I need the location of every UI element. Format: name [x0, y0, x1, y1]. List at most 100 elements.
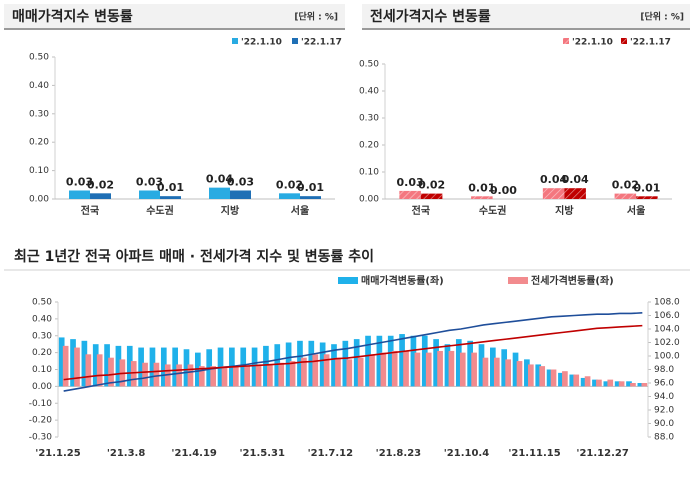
panel-header — [362, 4, 690, 28]
bar — [274, 344, 281, 387]
legend-label: '22.1.17 — [630, 38, 671, 48]
legend-label: '22.1.10 — [572, 38, 613, 48]
y-tick-label: 0.20 — [359, 141, 379, 151]
bar — [210, 366, 216, 387]
bar — [626, 381, 632, 387]
x-tick-label: '21.7.12 — [308, 448, 353, 459]
bar — [308, 340, 315, 387]
x-tick-label: '21.10.4 — [444, 448, 489, 459]
bar — [380, 352, 387, 387]
bar — [104, 344, 110, 387]
x-tick-label: 전국 — [81, 204, 99, 217]
bar — [138, 347, 144, 387]
y-tick-label: 0.30 — [32, 331, 52, 341]
bar — [126, 345, 133, 387]
bar — [153, 362, 160, 387]
value-label: 0.04 — [562, 173, 589, 186]
bar — [85, 354, 92, 387]
bar-hatch — [564, 188, 586, 199]
y2-tick-label: 106.0 — [654, 311, 680, 321]
legend-label: '22.1.10 — [241, 38, 282, 48]
bar — [62, 345, 69, 387]
x-tick-label: '21.12.27 — [576, 448, 628, 459]
value-label: 0.03 — [136, 175, 163, 188]
bar — [139, 190, 160, 199]
bar — [323, 354, 330, 387]
bar — [546, 369, 553, 387]
value-label: 0.01 — [157, 181, 184, 194]
bar-hatch — [420, 193, 443, 199]
bar — [74, 347, 80, 387]
bar — [539, 366, 546, 387]
y-tick-label: -0.20 — [29, 416, 53, 426]
y-tick-label: 0.00 — [359, 195, 379, 205]
legend-hatch — [563, 38, 569, 44]
bar — [535, 364, 542, 387]
bar — [493, 357, 500, 387]
bar — [618, 381, 625, 387]
bar — [467, 340, 473, 387]
y-tick-label: 0.10 — [32, 365, 52, 375]
legend-label: '22.1.17 — [301, 38, 342, 48]
y2-tick-label: 92.0 — [654, 406, 674, 416]
x-tick-label: 전국 — [412, 204, 430, 217]
unit-label: [단위 : %] — [294, 11, 338, 23]
bar — [300, 196, 321, 199]
bar — [455, 339, 462, 387]
bar — [584, 376, 591, 387]
bar — [149, 347, 156, 387]
x-tick-label: 수도권 — [479, 205, 507, 217]
x-tick-label: '21.11.15 — [508, 448, 560, 459]
bar — [251, 347, 258, 387]
bar — [244, 366, 251, 387]
bar — [176, 364, 182, 387]
bar — [285, 342, 292, 387]
bar — [357, 357, 364, 387]
bar — [421, 335, 428, 387]
legend-swatch — [338, 277, 358, 284]
bar — [81, 340, 88, 387]
y-tick-label: 0.40 — [29, 81, 49, 91]
bar — [387, 335, 394, 387]
bar — [92, 344, 99, 387]
value-label: 0.01 — [633, 181, 660, 194]
bar — [505, 359, 511, 387]
bar — [297, 340, 303, 387]
x-tick-label: 수도권 — [146, 205, 174, 217]
bar — [160, 196, 181, 199]
legend-swatch — [508, 277, 528, 284]
bar — [592, 379, 598, 387]
y-tick-label: 0.50 — [29, 53, 49, 63]
bar — [550, 369, 557, 387]
bar — [301, 357, 307, 387]
value-label: 0.04 — [540, 173, 567, 186]
bar — [233, 366, 239, 387]
bar — [115, 345, 122, 387]
y2-tick-label: 94.0 — [654, 392, 674, 402]
unit-label: [단위 : %] — [640, 11, 684, 23]
bar — [335, 357, 341, 387]
bar — [425, 352, 432, 387]
legend-label: 매매가격변동률(좌) — [361, 274, 444, 287]
bar — [209, 187, 230, 199]
bar — [263, 345, 269, 387]
bar-hatch — [542, 188, 565, 199]
bar — [142, 362, 148, 387]
value-label: 0.01 — [297, 181, 324, 194]
bar — [614, 381, 621, 387]
bar — [448, 350, 455, 387]
bar — [528, 364, 534, 387]
bar — [130, 361, 137, 387]
bar — [490, 347, 496, 387]
bar — [459, 352, 466, 387]
bar — [70, 339, 76, 387]
y2-tick-label: 108.0 — [654, 298, 680, 308]
chart-title: 최근 1년간 전국 아파트 매매 · 전세가격 지수 및 변동률 추이 — [14, 248, 374, 265]
bar — [365, 335, 371, 387]
value-label: 0.01 — [468, 181, 495, 194]
bar — [471, 352, 477, 387]
bar — [433, 339, 439, 387]
bar — [399, 334, 405, 387]
bar — [414, 352, 421, 387]
value-label: 0.03 — [66, 175, 93, 188]
